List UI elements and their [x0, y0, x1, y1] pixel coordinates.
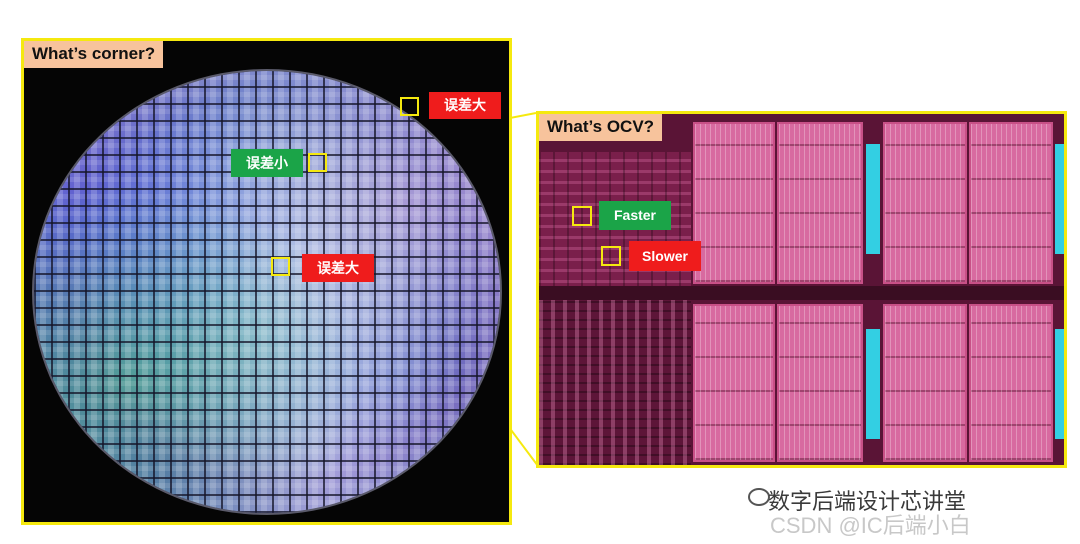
memory-block [969, 304, 1053, 462]
watermark-channel-name: 数字后端设计芯讲堂 [768, 489, 967, 514]
memory-block [883, 304, 967, 462]
die-routing-channel [539, 286, 1064, 300]
memory-block [777, 122, 863, 284]
die-io-strip [866, 144, 880, 254]
die-io-strip [1055, 144, 1064, 254]
die-io-strip [1055, 329, 1064, 439]
label-large-error-top: 误差大 [429, 92, 501, 119]
cell-marker-faster [572, 206, 592, 226]
die-panel: What’s OCV? Faster Slower [536, 111, 1067, 468]
label-large-error-center: 误差大 [302, 254, 374, 282]
watermark-csdn: CSDN @IC后端小白 [770, 513, 971, 538]
wafer-panel: What’s corner? 误差大 误差小 误差大 [21, 38, 512, 525]
memory-block [693, 304, 775, 462]
label-slower: Slower [629, 241, 701, 271]
cell-marker-slower [601, 246, 621, 266]
die-io-strip [866, 329, 880, 439]
memory-block [693, 122, 775, 284]
die-panel-title: What’s OCV? [539, 114, 663, 141]
wafer-panel-title: What’s corner? [24, 41, 164, 68]
memory-block [883, 122, 967, 284]
memory-block [969, 122, 1053, 284]
wafer-image [34, 71, 500, 513]
label-faster: Faster [599, 201, 671, 230]
die-marker-small-error [308, 153, 327, 172]
label-small-error: 误差小 [231, 149, 303, 177]
die-marker-large-error-center [271, 257, 290, 276]
memory-block [777, 304, 863, 462]
wechat-icon [748, 488, 770, 506]
die-marker-large-error-top [400, 97, 419, 116]
die-logic-area-bottom [539, 294, 691, 465]
